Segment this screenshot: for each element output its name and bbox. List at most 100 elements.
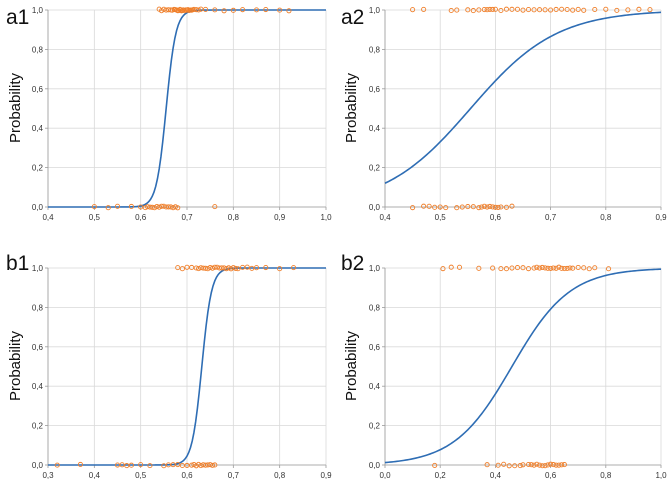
point-outcome-1 <box>198 265 204 271</box>
point-outcome-1 <box>553 265 559 271</box>
point-outcome-1 <box>481 7 487 13</box>
point-outcome-0 <box>161 203 167 209</box>
point-outcome-0 <box>495 204 501 210</box>
point-outcome-0 <box>165 204 172 210</box>
observation-points <box>410 6 653 211</box>
point-outcome-1 <box>548 7 554 13</box>
point-outcome-1 <box>509 265 515 271</box>
point-outcome-0 <box>503 204 509 210</box>
grid <box>45 9 327 210</box>
point-outcome-1 <box>514 265 521 271</box>
point-outcome-1 <box>647 7 653 13</box>
point-outcome-1 <box>509 6 515 12</box>
point-outcome-0 <box>205 462 211 468</box>
x-tick-label: 0,5 <box>89 213 101 222</box>
y-tick-label: 0,0 <box>369 203 381 212</box>
point-outcome-1 <box>202 6 209 13</box>
point-outcome-1 <box>240 7 246 13</box>
point-outcome-1 <box>249 265 255 271</box>
point-outcome-1 <box>548 265 554 271</box>
point-outcome-1 <box>539 264 545 271</box>
point-outcome-0 <box>209 462 216 468</box>
point-outcome-1 <box>448 264 454 270</box>
point-outcome-0 <box>161 463 167 469</box>
point-outcome-1 <box>537 265 543 271</box>
panel-label: b2 <box>341 252 364 275</box>
point-outcome-1 <box>470 8 476 14</box>
point-outcome-0 <box>202 462 209 468</box>
point-outcome-0 <box>484 462 490 468</box>
point-outcome-1 <box>503 6 509 12</box>
point-outcome-1 <box>531 265 537 271</box>
y-tick-label: 0,8 <box>369 45 381 54</box>
point-outcome-1 <box>490 265 496 271</box>
point-outcome-0 <box>91 204 97 210</box>
point-outcome-1 <box>214 264 220 270</box>
x-tick-label: 0,9 <box>655 213 667 222</box>
y-tick-label: 0,0 <box>32 203 44 212</box>
point-outcome-1 <box>575 6 581 12</box>
observation-points <box>432 264 612 469</box>
grid <box>382 267 662 468</box>
point-outcome-0 <box>487 203 493 210</box>
point-outcome-1 <box>567 265 573 271</box>
point-outcome-1 <box>525 266 532 272</box>
point-outcome-0 <box>432 204 438 210</box>
y-tick-label: 0,8 <box>369 303 381 312</box>
point-outcome-0 <box>198 463 204 469</box>
y-axis-label: Probability <box>343 72 360 143</box>
x-tick-label: 0,3 <box>42 471 54 480</box>
point-outcome-1 <box>263 264 269 271</box>
x-tick-label: 0,9 <box>274 213 286 222</box>
point-outcome-1 <box>221 8 227 14</box>
point-outcome-1 <box>219 265 225 271</box>
point-outcome-1 <box>230 7 236 13</box>
x-tick-label: 0,5 <box>435 213 447 222</box>
point-outcome-1 <box>165 7 172 13</box>
point-outcome-1 <box>545 265 551 271</box>
point-outcome-0 <box>498 204 504 210</box>
point-outcome-1 <box>454 7 460 13</box>
point-outcome-1 <box>212 264 218 270</box>
point-outcome-1 <box>564 265 570 272</box>
point-outcome-0 <box>145 204 151 210</box>
point-outcome-0 <box>537 462 543 468</box>
y-tick-label: 1,0 <box>32 264 44 273</box>
y-tick-label: 0,0 <box>32 461 44 470</box>
y-tick-label: 0,4 <box>369 124 381 133</box>
point-outcome-0 <box>506 463 512 469</box>
x-tick-label: 0,6 <box>135 213 147 222</box>
y-tick-label: 1,0 <box>369 264 381 273</box>
x-tick-label: 0,6 <box>490 213 502 222</box>
point-outcome-0 <box>128 462 134 468</box>
point-outcome-0 <box>479 204 485 210</box>
x-tick-label: 0,6 <box>181 471 193 480</box>
point-outcome-0 <box>114 203 121 209</box>
point-outcome-1 <box>230 265 236 271</box>
point-outcome-0 <box>149 204 155 210</box>
point-outcome-0 <box>561 462 567 468</box>
point-outcome-1 <box>291 265 297 271</box>
point-outcome-1 <box>421 6 427 12</box>
y-axis-label: Probability <box>7 330 24 401</box>
x-tick-label: 1,0 <box>320 213 332 222</box>
point-outcome-1 <box>448 7 454 14</box>
point-outcome-1 <box>606 266 612 272</box>
point-outcome-1 <box>625 7 631 13</box>
point-outcome-1 <box>179 266 185 272</box>
point-outcome-1 <box>490 6 496 13</box>
point-outcome-0 <box>492 204 498 210</box>
point-outcome-1 <box>244 264 250 270</box>
y-tick-label: 0,0 <box>369 461 381 470</box>
point-outcome-0 <box>534 461 540 467</box>
point-outcome-1 <box>202 265 209 271</box>
grid <box>382 9 662 210</box>
y-tick-label: 0,2 <box>32 422 44 431</box>
point-outcome-1 <box>553 6 559 13</box>
point-outcome-0 <box>184 462 190 469</box>
point-outcome-1 <box>492 6 498 12</box>
point-outcome-0 <box>495 462 501 468</box>
point-outcome-1 <box>534 264 540 270</box>
point-outcome-1 <box>542 265 548 271</box>
